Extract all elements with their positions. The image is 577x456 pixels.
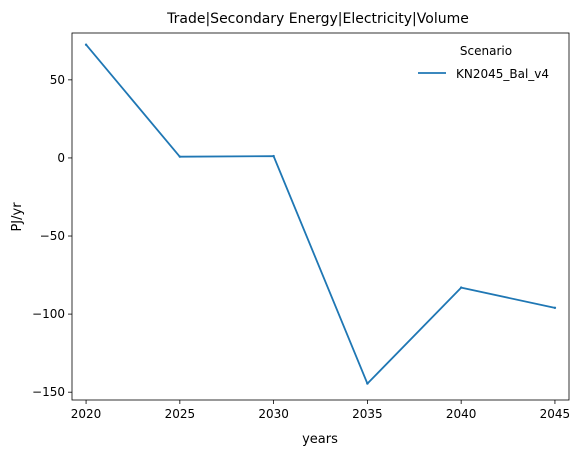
x-axis-label: years: [302, 432, 338, 447]
x-tick-label: 2020: [71, 407, 102, 421]
series-line-kn2045-bal-v4: [85, 44, 556, 385]
chart-title: Trade|Secondary Energy|Electricity|Volum…: [166, 11, 469, 27]
y-axis: 50 0 −50 −100 −150: [32, 73, 72, 399]
y-tick-label: −150: [32, 385, 65, 399]
data-point: [178, 155, 182, 158]
x-tick-label: 2025: [165, 407, 196, 421]
x-axis: 2020 2025 2030 2035 2040 2045: [71, 400, 570, 421]
y-tick-label: −100: [32, 307, 65, 321]
y-tick-label: 0: [57, 151, 65, 165]
data-point: [459, 286, 463, 289]
x-tick-label: 2030: [258, 407, 289, 421]
y-axis-label: PJ/yr: [10, 202, 25, 232]
data-point: [553, 306, 557, 310]
x-tick-label: 2045: [540, 407, 571, 421]
plot-area: [71, 32, 570, 401]
x-tick-label: 2035: [352, 407, 383, 421]
series-layer: [84, 43, 557, 385]
y-tick-label: 50: [50, 73, 65, 87]
legend-title: Scenario: [460, 44, 512, 58]
y-tick-label: −50: [40, 229, 65, 243]
data-point: [84, 43, 88, 46]
data-point: [272, 154, 275, 158]
data-point: [366, 382, 369, 385]
legend: Scenario KN2045_Bal_v4: [418, 44, 549, 81]
x-tick-label: 2040: [446, 407, 477, 421]
legend-entry-label: KN2045_Bal_v4: [456, 67, 549, 81]
